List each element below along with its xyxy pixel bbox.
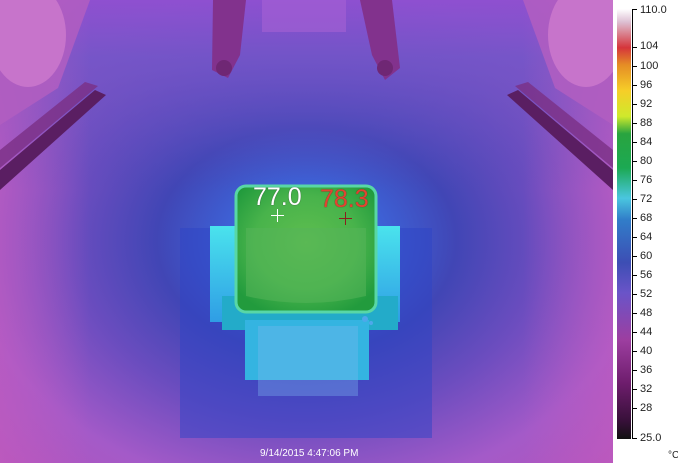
scale-tick-18 [632, 351, 637, 352]
scale-label-8: 80 [640, 155, 653, 167]
reading-2: 78.3 [320, 185, 369, 213]
scale-label-14: 56 [640, 269, 653, 281]
scale-label-10: 72 [640, 193, 653, 205]
scale-tick-9 [632, 180, 637, 181]
scale-tick-14 [632, 275, 637, 276]
color-scale-bar [617, 9, 631, 439]
crosshair-marker-2 [339, 212, 352, 225]
scale-tick-19 [632, 370, 637, 371]
reading-1: 77.0 [253, 183, 302, 211]
scale-tick-20 [632, 389, 637, 390]
scale-tick-8 [632, 161, 637, 162]
scale-tick-13 [632, 256, 637, 257]
scale-tick-10 [632, 199, 637, 200]
scale-label-11: 68 [640, 212, 653, 224]
scale-label-4: 96 [640, 79, 653, 91]
scale-tick-6 [632, 123, 637, 124]
scale-tick-21 [632, 408, 637, 409]
scale-label-20: 32 [640, 383, 653, 395]
scale-tick-7 [632, 142, 637, 143]
scale-tick-15 [632, 294, 637, 295]
scale-label-9: 76 [640, 174, 653, 186]
scale-label-7: 84 [640, 136, 653, 148]
scale-label-5: 92 [640, 98, 653, 110]
crosshair-marker-1 [271, 209, 284, 222]
scale-label-19: 36 [640, 364, 653, 376]
scale-tick-17 [632, 332, 637, 333]
scale-label-13: 60 [640, 250, 653, 262]
scale-tick-22 [632, 438, 637, 439]
thermal-scene [0, 0, 613, 463]
scale-label-16: 48 [640, 307, 653, 319]
scale-label-1: 110.0 [640, 4, 667, 16]
scale-label-15: 52 [640, 288, 653, 300]
scale-unit: °C [668, 450, 678, 461]
scale-tick-4 [632, 85, 637, 86]
capture-timestamp: 9/14/2015 4:47:06 PM [260, 448, 359, 459]
scale-tick-5 [632, 104, 637, 105]
scale-label-3: 100 [640, 60, 659, 72]
scale-label-22: 25.0 [640, 432, 662, 444]
scale-axis [632, 9, 633, 439]
scale-label-6: 88 [640, 117, 653, 129]
scale-tick-3 [632, 66, 637, 67]
scale-tick-1 [632, 9, 637, 10]
scale-ticks: 110.0 104 100 96 92 88 84 80 76 72 68 64… [632, 5, 678, 463]
scale-label-12: 64 [640, 231, 653, 243]
scale-tick-12 [632, 237, 637, 238]
scale-label-2: 104 [640, 40, 659, 52]
scale-label-17: 44 [640, 326, 653, 338]
thermal-image: 77.0 78.3 9/14/2015 4:47:06 PM [0, 0, 613, 463]
scale-label-21: 28 [640, 402, 653, 414]
scale-label-18: 40 [640, 345, 653, 357]
scale-tick-2 [632, 47, 637, 48]
scale-tick-16 [632, 313, 637, 314]
scale-tick-11 [632, 218, 637, 219]
